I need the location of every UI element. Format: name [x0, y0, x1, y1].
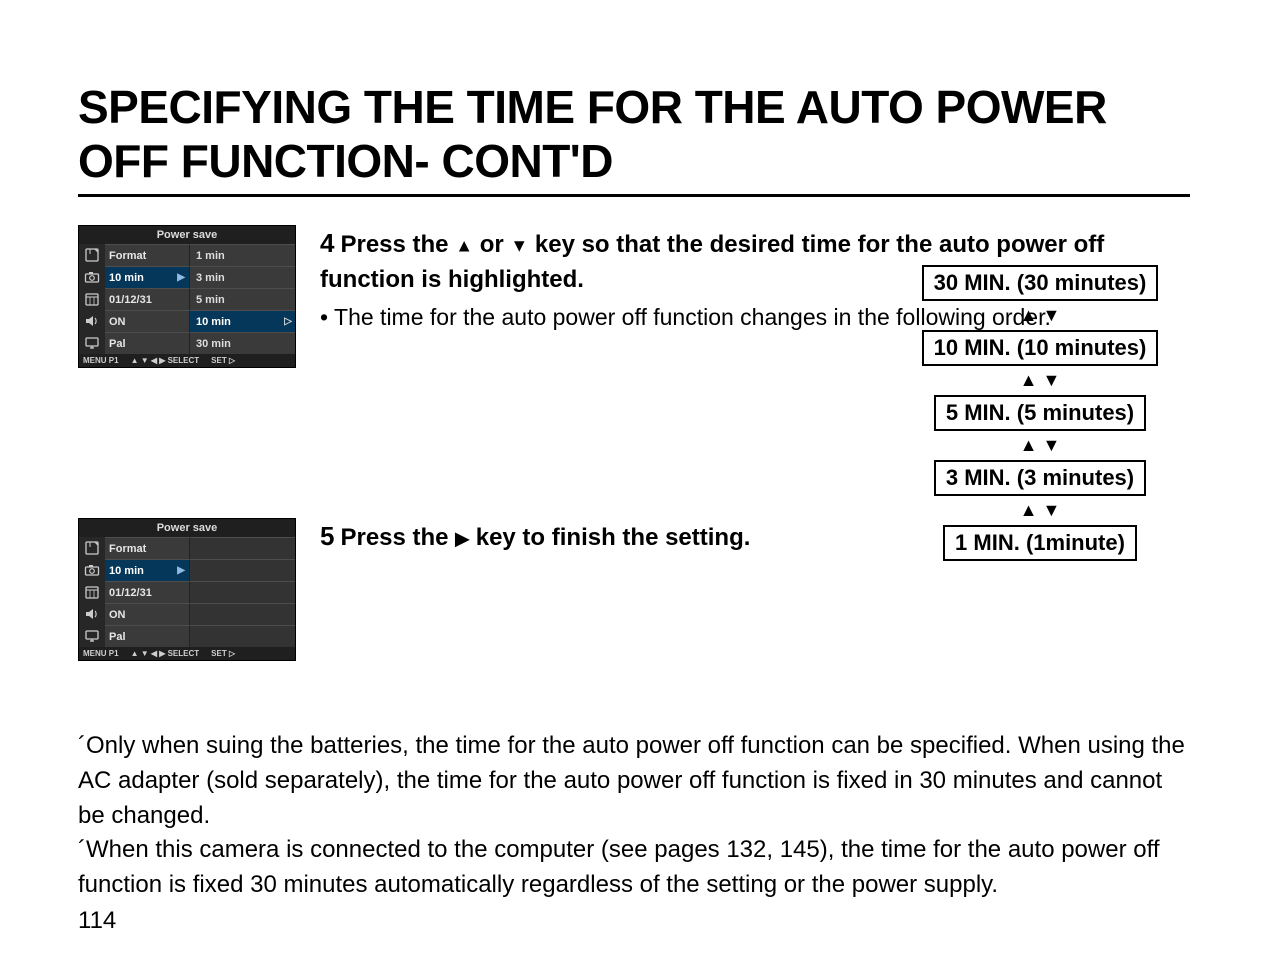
menu1-row: ON 10 min ▷: [79, 310, 295, 332]
menu2-label: ON: [105, 603, 189, 625]
menu2-label: 01/12/31: [105, 581, 189, 603]
menu2-value: [189, 581, 295, 603]
monitor-icon: [79, 332, 105, 354]
step5-heading: 5Press the ▶ key to finish the setting.: [320, 518, 870, 556]
time-box: 5 MIN. (5 minutes): [934, 395, 1146, 431]
menu2-label: Pal: [105, 625, 189, 647]
card-icon: [79, 537, 105, 559]
chevron-right-icon: ▶: [177, 272, 185, 283]
time-box: 1 MIN. (1minute): [943, 525, 1137, 561]
chevron-right-icon: ▷: [284, 316, 292, 327]
menu1-value: 5 min: [189, 288, 295, 310]
menu2-value: [189, 559, 295, 581]
footer-mid: ▲ ▼ ◀ ▶ SELECT: [131, 649, 200, 658]
footer-right: SET ▷: [211, 356, 235, 365]
card-icon: [79, 244, 105, 266]
menu1-label: Pal: [105, 332, 189, 354]
note-2: ´When this camera is connected to the co…: [78, 833, 1190, 903]
menu1-header: Power save: [79, 226, 295, 244]
menu1-row: 01/12/31 5 min: [79, 288, 295, 310]
menu2-row: Format: [79, 537, 295, 559]
camera-icon: [79, 266, 105, 288]
menu1-value: 10 min ▷: [189, 310, 295, 332]
menu1-value: 1 min: [189, 244, 295, 266]
menu1-footer: MENU P1 ▲ ▼ ◀ ▶ SELECT SET ▷: [79, 354, 295, 367]
menu2-header: Power save: [79, 519, 295, 537]
chevron-right-icon: ▶: [177, 565, 185, 576]
calendar-icon: [79, 288, 105, 310]
triangle-right-icon: ▶: [455, 529, 469, 549]
time-options-column: 30 MIN. (30 minutes) ▲ ▼ 10 MIN. (10 min…: [890, 265, 1190, 561]
menu1-row: Format 1 min: [79, 244, 295, 266]
menu1-label: 10 min ▶: [105, 266, 189, 288]
step5-text-a: Press the: [340, 524, 455, 551]
note-1: ´Only when suing the batteries, the time…: [78, 729, 1190, 833]
menu1-label: ON: [105, 310, 189, 332]
sound-icon: [79, 310, 105, 332]
step4-text-a: Press the: [340, 231, 455, 258]
menu2-footer: MENU P1 ▲ ▼ ◀ ▶ SELECT SET ▷: [79, 647, 295, 660]
menu1-value: 3 min: [189, 266, 295, 288]
menu2-row: ON: [79, 603, 295, 625]
triangle-down-icon: ▼: [510, 236, 528, 256]
monitor-icon: [79, 625, 105, 647]
page-title: SPECIFYING THE TIME FOR THE AUTO POWER O…: [78, 80, 1190, 197]
menu1-value: 30 min: [189, 332, 295, 354]
time-box: 30 MIN. (30 minutes): [922, 265, 1159, 301]
menu1-row: 10 min ▶ 3 min: [79, 266, 295, 288]
menu2-label: 10 min ▶: [105, 559, 189, 581]
footer-left: MENU P1: [83, 356, 119, 365]
label-text: 10 min: [109, 272, 144, 284]
time-arrows: ▲ ▼: [1020, 370, 1061, 391]
menu2-value: [189, 537, 295, 559]
page-number: 114: [78, 907, 1190, 935]
step5-number: 5: [320, 521, 334, 551]
label-text: 10 min: [109, 565, 144, 577]
notes-section: ´Only when suing the batteries, the time…: [78, 729, 1190, 903]
menu2-row: 01/12/31: [79, 581, 295, 603]
footer-right: SET ▷: [211, 649, 235, 658]
time-arrows: ▲ ▼: [1020, 435, 1061, 456]
step4-text-b: or: [480, 231, 511, 258]
menu1-label: Format: [105, 244, 189, 266]
time-box: 10 MIN. (10 minutes): [922, 330, 1159, 366]
menu1-row: Pal 30 min: [79, 332, 295, 354]
time-arrows: ▲ ▼: [1020, 500, 1061, 521]
menu2-label: Format: [105, 537, 189, 559]
sound-icon: [79, 603, 105, 625]
menu-screenshot-1: Power save Format 1 min 10 min ▶ 3 min 01…: [78, 225, 296, 368]
triangle-up-icon: ▲: [455, 236, 473, 256]
menu2-row: Pal: [79, 625, 295, 647]
calendar-icon: [79, 581, 105, 603]
menu2-value: [189, 625, 295, 647]
menu2-value: [189, 603, 295, 625]
step5-text-b: key to finish the setting.: [469, 524, 750, 551]
time-arrows: ▲ ▼: [1020, 305, 1061, 326]
menu1-label: 01/12/31: [105, 288, 189, 310]
time-box: 3 MIN. (3 minutes): [934, 460, 1146, 496]
value-text: 10 min: [196, 316, 231, 328]
step4-number: 4: [320, 228, 334, 258]
camera-icon: [79, 559, 105, 581]
footer-mid: ▲ ▼ ◀ ▶ SELECT: [131, 356, 200, 365]
menu2-row: 10 min ▶: [79, 559, 295, 581]
footer-left: MENU P1: [83, 649, 119, 658]
menu-screenshot-2: Power save Format 10 min ▶ 01/12/31: [78, 518, 296, 661]
